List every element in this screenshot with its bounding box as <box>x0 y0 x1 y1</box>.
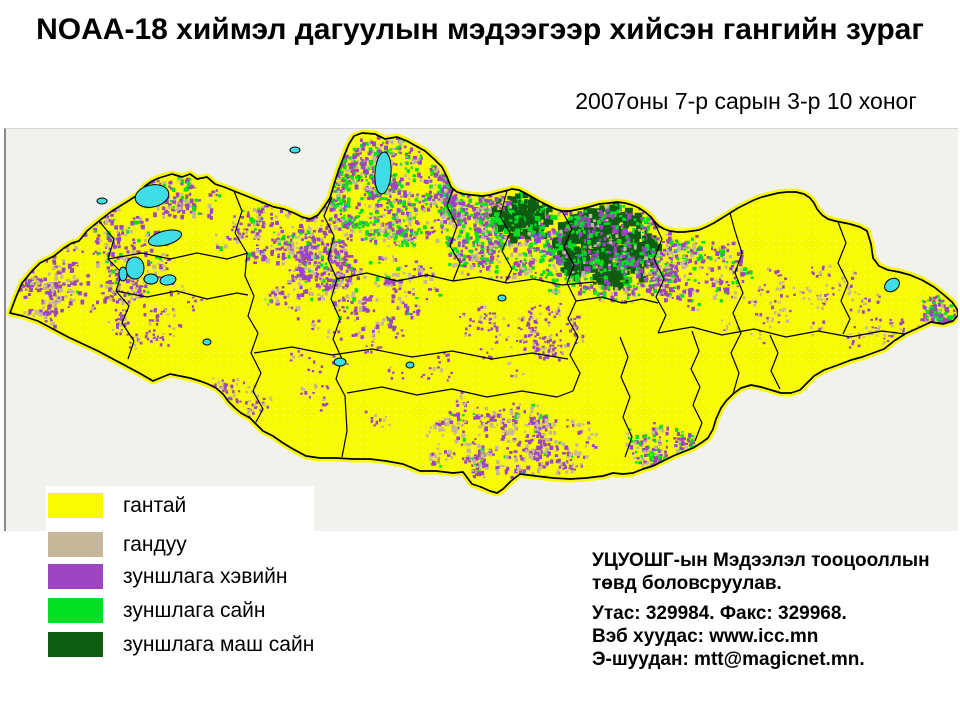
legend-swatch-dry <box>48 532 103 557</box>
legend-label: гантай <box>123 493 187 517</box>
credit-org-line1: УЦУОШГ-ын Мэдээлэл тооцооллын <box>592 550 930 571</box>
legend-swatch-very-good <box>48 632 103 657</box>
credit-phone-fax: Утас: 329984. Факс: 329968. <box>592 603 847 624</box>
page-title: NOAA-18 хиймэл дагуулын мэдээгээр хийсэн… <box>36 13 924 46</box>
credit-block: УЦУОШГ-ын Мэдээлэл тооцооллын төвд болов… <box>592 549 952 671</box>
map-panel <box>4 128 958 531</box>
map-legend: гантай гандуу зуншлага хэвийн зуншлага с… <box>46 486 314 676</box>
legend-label: гандуу <box>123 532 187 556</box>
legend-label: зуншлага хэвийн <box>123 564 288 588</box>
legend-item-dry: гандуу <box>46 532 187 557</box>
legend-swatch-drought <box>48 493 103 518</box>
legend-item-normal: зуншлага хэвийн <box>46 564 287 589</box>
legend-item-very-good: зуншлага маш сайн <box>46 632 314 657</box>
legend-item-good: зуншлага сайн <box>46 598 266 623</box>
date-subtitle: 2007оны 7-р сарын 3-р 10 хоног <box>575 88 917 114</box>
legend-label: зуншлага сайн <box>123 598 266 622</box>
legend-swatch-normal <box>48 564 103 589</box>
credit-email: Э-шуудан: mtt@magicnet.mn. <box>592 649 865 670</box>
credit-org-line2: төвд боловсруулав. <box>592 573 782 594</box>
credit-website: Вэб хуудас: www.icc.mn <box>592 626 819 647</box>
mongolia-drought-map <box>6 129 958 497</box>
legend-swatch-good <box>48 598 103 623</box>
legend-item-drought: гантай <box>46 493 186 518</box>
legend-label: зуншлага маш сайн <box>123 632 315 656</box>
